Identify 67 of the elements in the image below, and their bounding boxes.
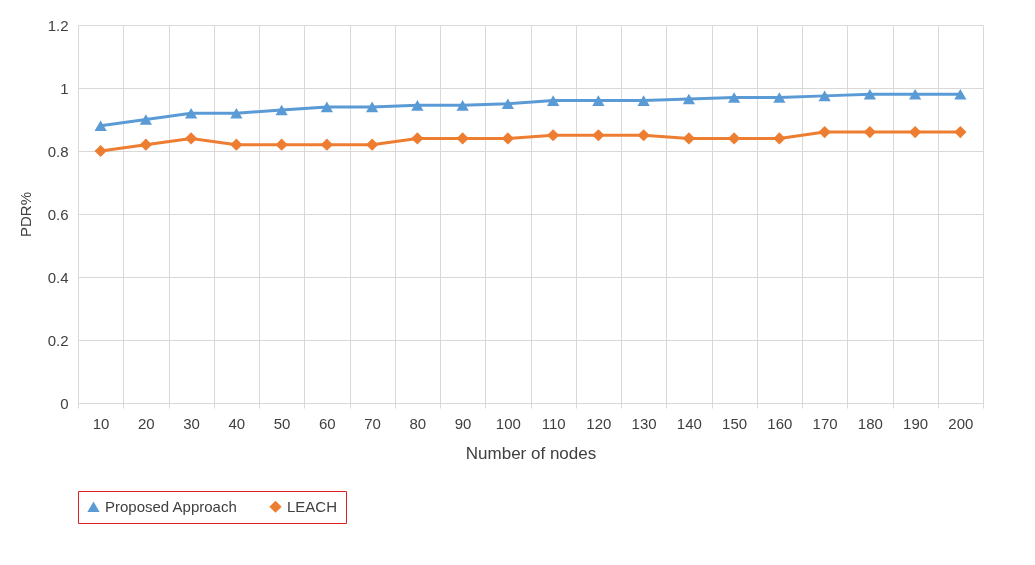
point [637, 129, 650, 142]
point [592, 95, 605, 106]
point [366, 101, 379, 113]
x-tick-label: 30 [183, 414, 200, 432]
y-tick-label: 1.2 [47, 16, 69, 34]
point [954, 89, 967, 100]
x-tick-label: 60 [319, 414, 336, 432]
x-tick-label: 20 [138, 414, 155, 432]
point [592, 129, 605, 142]
point [366, 138, 379, 151]
point [773, 92, 786, 103]
y-tick-label: 0.6 [47, 205, 69, 223]
point [818, 90, 831, 102]
point [139, 114, 152, 125]
point [547, 129, 560, 142]
x-tick-label: 40 [228, 414, 246, 432]
point [909, 125, 922, 139]
point [682, 93, 695, 105]
y-axis-title: PDR% [16, 191, 34, 238]
x-tick-label: 50 [273, 414, 291, 432]
point [818, 125, 831, 139]
x-tick-label: 150 [722, 414, 748, 432]
x-tick-label: 170 [812, 414, 838, 432]
point [139, 138, 152, 151]
point [275, 138, 288, 151]
point [94, 144, 107, 158]
x-tick-label: 180 [857, 414, 883, 432]
y-tick-label: 0.2 [47, 331, 69, 349]
point [94, 120, 107, 132]
point [863, 89, 876, 100]
y-tick-label: 0 [60, 394, 69, 412]
point [954, 125, 967, 139]
point [185, 132, 198, 145]
y-tick-label: 0.4 [47, 268, 69, 286]
point [230, 138, 243, 151]
x-tick-label: 90 [454, 414, 472, 432]
x-tick-label: 140 [676, 414, 702, 432]
point [682, 132, 695, 145]
point [909, 89, 922, 100]
x-tick-label: 10 [92, 414, 110, 432]
legend-label: LEACH [287, 497, 338, 515]
x-tick-label: 130 [631, 414, 657, 432]
point [456, 100, 469, 111]
legend-label: Proposed Approach [105, 497, 237, 515]
x-tick-label: 100 [495, 414, 521, 432]
point [547, 95, 560, 106]
x-tick-label: 80 [409, 414, 427, 432]
x-tick-label: 110 [541, 414, 566, 432]
point [320, 138, 333, 151]
x-axis-title: Number of nodes [465, 443, 597, 463]
point [728, 92, 741, 103]
point [637, 95, 650, 106]
x-tick-label: 190 [903, 414, 929, 432]
point [185, 107, 198, 119]
x-tick-label: 160 [767, 414, 793, 432]
point [411, 100, 424, 111]
x-tick-label: 200 [948, 414, 974, 432]
x-tick-label: 70 [364, 414, 381, 432]
point [275, 104, 288, 116]
point [773, 132, 786, 145]
x-tick-label: 120 [586, 414, 612, 432]
point [863, 125, 876, 139]
y-tick-label: 0.8 [47, 142, 69, 160]
point [230, 107, 243, 119]
y-tick-label: 1 [60, 79, 69, 97]
point [320, 101, 333, 113]
point [501, 98, 514, 110]
